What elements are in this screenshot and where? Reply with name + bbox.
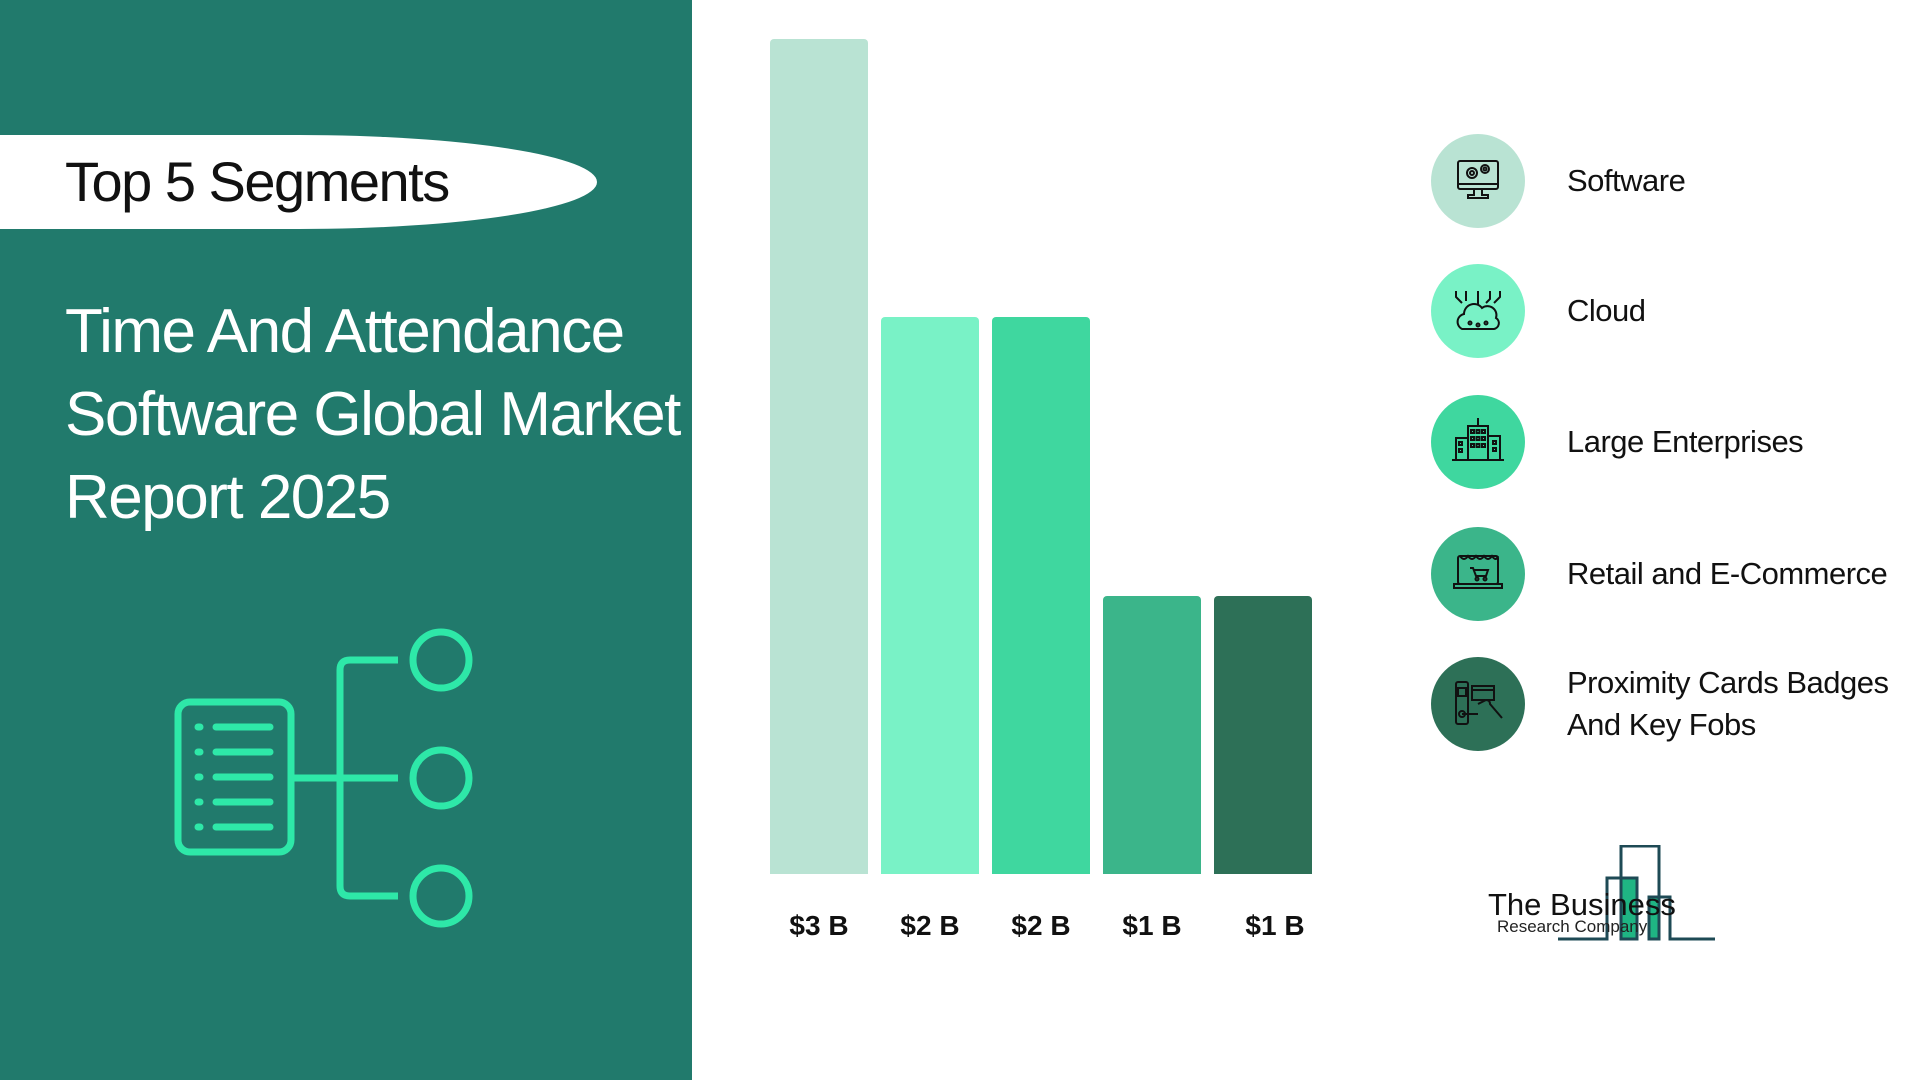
legend-item-2: Cloud — [1425, 264, 1905, 358]
legend-item-4: Retail and E-Commerce — [1425, 527, 1905, 621]
bar-1 — [770, 39, 868, 874]
legend-icon-circle — [1431, 657, 1525, 751]
bar-value-label: $1 B — [1122, 910, 1182, 941]
legend-item-5: Proximity Cards Badges And Key Fobs — [1425, 657, 1905, 751]
legend-label: Retail and E-Commerce — [1567, 556, 1888, 591]
bar-3 — [992, 317, 1090, 874]
bar-5 — [1214, 595, 1312, 874]
logo-line2: Research Company — [1497, 917, 1648, 936]
legend-label: Software — [1567, 163, 1686, 198]
company-logo: The Business Research Company — [1480, 844, 1800, 950]
legend-item-1: Software — [1425, 134, 1905, 228]
office-building-icon — [1452, 418, 1504, 461]
cloud-network-icon — [1455, 291, 1501, 330]
legend-icon-circle — [1431, 264, 1525, 358]
legend-label: Proximity Cards Badges And Key Fobs — [1567, 665, 1889, 742]
legend-icon-circle — [1431, 395, 1525, 489]
badge-text: Top 5 Segments — [65, 150, 450, 213]
monitor-gears-icon — [1457, 160, 1499, 199]
legend-label: Cloud — [1567, 293, 1646, 328]
legend-item-3: Large Enterprises — [1425, 395, 1905, 489]
laptop-shop-cart-icon — [1453, 554, 1503, 589]
left-panel: Top 5 Segments Time And Attendance Softw… — [0, 0, 692, 1080]
bar-value-label: $2 B — [900, 910, 960, 941]
bar-value-label: $2 B — [1011, 910, 1071, 941]
skyline-logo-icon — [1558, 844, 1715, 941]
bar-value-label: $1 B — [1245, 910, 1305, 941]
bar-2 — [881, 317, 979, 874]
legend-label: Large Enterprises — [1567, 424, 1804, 459]
bar-value-label: $3 B — [789, 910, 849, 941]
legend-icon-circle — [1431, 134, 1525, 228]
card-reader-door-icon — [1455, 681, 1503, 725]
bar-4 — [1103, 595, 1201, 874]
legend-icon-circle — [1431, 527, 1525, 621]
report-title: Time And Attendance Software Global Mark… — [65, 297, 681, 532]
segments-hierarchy-icon — [174, 628, 473, 928]
segments-badge: Top 5 Segments — [0, 135, 597, 229]
logo-line1: The Business — [1488, 887, 1676, 922]
